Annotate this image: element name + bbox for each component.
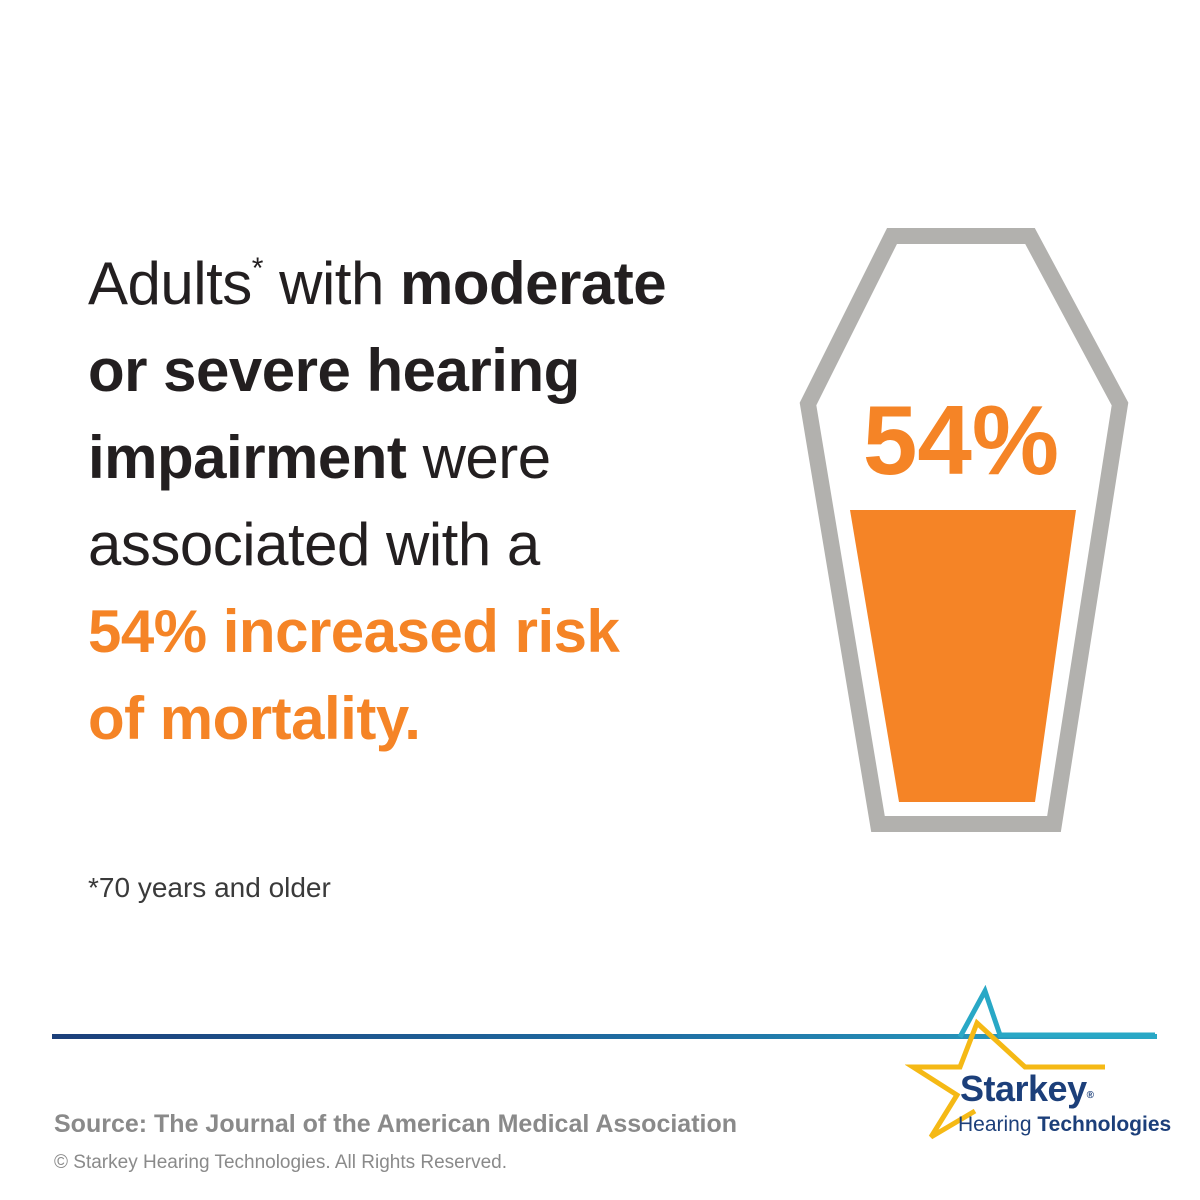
headline-mortality: of mortality.: [88, 685, 421, 752]
headline-impairment: impairment: [88, 424, 407, 491]
brand-tagline-hearing: Hearing: [958, 1113, 1038, 1136]
headline-severe-hearing: or severe hearing: [88, 337, 580, 404]
star-icon: [905, 985, 1155, 1140]
coffin-fill: [850, 510, 1076, 802]
headline-adults: Adults: [88, 250, 252, 317]
headline-were: were: [406, 424, 552, 491]
brand-name: Starkey®: [960, 1068, 1094, 1110]
coffin-percent-label: 54%: [863, 385, 1059, 495]
copyright-notice: © Starkey Hearing Technologies. All Righ…: [54, 1152, 507, 1173]
source-citation: Source: The Journal of the American Medi…: [54, 1110, 738, 1138]
brand-tagline: Hearing Technologies: [958, 1113, 1171, 1137]
brand-registered: ®: [1086, 1090, 1094, 1101]
coffin-outline: [799, 228, 1129, 832]
brand-name-text: Starkey: [960, 1068, 1087, 1109]
headline-risk: 54% increased risk: [88, 598, 620, 665]
headline-asterisk: *: [251, 252, 264, 285]
headline-line-4: associated with a: [88, 511, 540, 578]
divider-rule: [52, 1034, 1157, 1039]
headline-line-2: or severe hearing: [88, 327, 788, 414]
headline: Adults* with moderate or severe hearing …: [88, 240, 788, 762]
headline-line-3: impairment were: [88, 414, 788, 501]
footnote: *70 years and older: [88, 872, 331, 903]
headline-with: with: [262, 250, 400, 317]
headline-moderate: moderate: [400, 250, 667, 317]
coffin-graphic: 54%: [799, 228, 1129, 832]
brand-tagline-technologies: Technologies: [1037, 1113, 1172, 1136]
headline-line-1: Adults* with moderate: [88, 240, 788, 327]
